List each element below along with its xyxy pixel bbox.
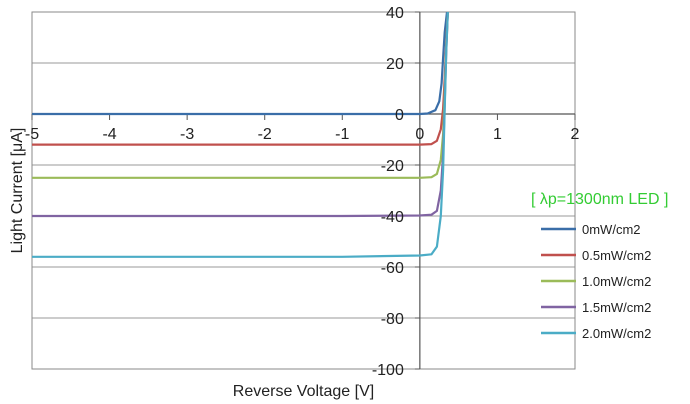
y-tick-label: -60: [381, 260, 404, 277]
x-tick-label: -5: [25, 126, 39, 143]
y-tick-label: 20: [386, 56, 404, 73]
grid-lines: [32, 11, 575, 370]
x-tick-label: -1: [335, 126, 349, 143]
legend-entry-2: 1.0mW/cm2: [582, 274, 651, 289]
series-line-2: [32, 11, 449, 179]
x-tick-label: -2: [258, 126, 272, 143]
tick-labels: -5 -4 -3 -2 -1 0 1 2 -100 -80 -60 -40 -20 0 20 40: [25, 5, 580, 379]
series-line-4: [32, 11, 449, 258]
series-line-0: [32, 11, 449, 116]
y-tick-label: 40: [386, 5, 404, 22]
series-line-1: [32, 11, 449, 146]
axes: [31, 11, 576, 370]
x-tick-label: 1: [493, 126, 502, 143]
legend-entry-4: 2.0mW/cm2: [582, 326, 651, 341]
x-axis-label: Reverse Voltage [V]: [233, 383, 374, 400]
legend-entry-0: 0mW/cm2: [582, 222, 641, 237]
y-tick-label: 0: [395, 107, 404, 124]
legend-entry-1: 0.5mW/cm2: [582, 248, 651, 263]
x-tick-label: 2: [571, 126, 580, 143]
legend-title: [ λp=1300nm LED ]: [531, 191, 668, 208]
y-tick-label: -80: [381, 311, 404, 328]
legend-entry-3: 1.5mW/cm2: [582, 300, 651, 315]
plot-frame: [31, 11, 576, 370]
x-tick-label: 0: [415, 126, 424, 143]
y-tick-label: -40: [381, 209, 404, 226]
y-axis-label: Light Current [μA]: [9, 128, 26, 254]
x-tick-label: -3: [180, 126, 194, 143]
legend: [ λp=1300nm LED ] 0mW/cm2 0.5mW/cm2 1.0mW/…: [531, 191, 668, 341]
y-tick-label: -20: [381, 158, 404, 175]
y-tick-label: -100: [372, 362, 404, 379]
x-tick-label: -4: [102, 126, 116, 143]
series-lines: [32, 11, 449, 258]
